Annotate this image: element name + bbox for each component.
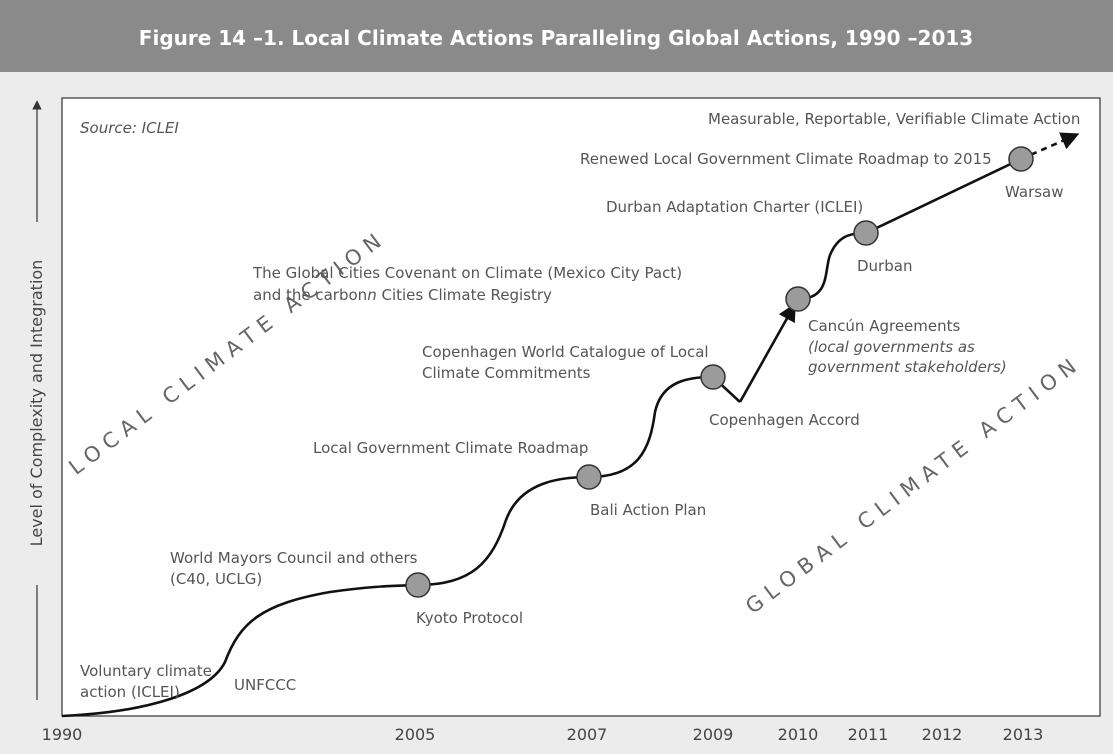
header [0,0,1113,72]
source: Source: ICLEI [80,119,179,137]
title: Figure 14 –1. Local Climate Actions Para… [139,26,973,50]
x-tick-label: 2010 [778,725,819,744]
milestone-nodes [405,146,1034,598]
milestone-note: government stakeholders) [808,358,1007,376]
local-action: Climate Commitments [422,364,591,382]
local-action: Copenhagen World Catalogue of Local [422,343,709,361]
milestone: Cancún Agreements [808,317,961,335]
milestone: Kyoto Protocol [416,609,523,627]
milestone: Warsaw [1005,183,1064,201]
x-tick-label: 2011 [848,725,889,744]
text-part: and the carbon [253,286,367,304]
milestone-note: (local governments as [808,338,975,356]
x-tick-label: 2012 [922,725,963,744]
y-axis: Level of Complexity and Integration [27,100,46,700]
local-action: Local Government Climate Roadmap [313,439,588,457]
local-action: (C40, UCLG) [170,570,262,588]
y-axis-label: Level of Complexity and Integration [27,260,46,547]
x-tick-label: 2009 [693,725,734,744]
local-action: World Mayors Council and others [170,549,418,567]
text-part: n [367,286,377,304]
global-milestones: UNFCCC Kyoto Protocol Bali Action Plan C… [234,183,1064,694]
local-action: action (ICLEI) [80,683,180,701]
local-action: The Global Cities Covenant on Climate (M… [252,264,682,282]
text-part: Cities Climate Registry [377,286,552,304]
milestone: Copenhagen Accord [709,411,860,429]
local-actions: Voluntary climate action (ICLEI) World M… [80,110,1080,701]
x-tick-label: 2005 [395,725,436,744]
local-action: Durban Adaptation Charter (ICLEI) [606,198,863,216]
local-action: Voluntary climate [80,662,212,680]
milestone: UNFCCC [234,676,296,694]
x-tick-label: 2013 [1003,725,1044,744]
milestone: Bali Action Plan [590,501,706,519]
plot-box [61,97,1101,717]
milestone: Durban [857,257,912,275]
x-axis-labels: 1990 2005 2007 2009 2010 2011 2012 2013 [42,725,1044,744]
x-tick-label: 1990 [42,725,83,744]
local-action: Renewed Local Government Climate Roadmap… [580,150,992,168]
local-action: and the carbonn Cities Climate Registry [253,286,552,304]
x-tick-label: 2007 [567,725,608,744]
local-action: Measurable, Reportable, Verifiable Clima… [708,110,1080,128]
